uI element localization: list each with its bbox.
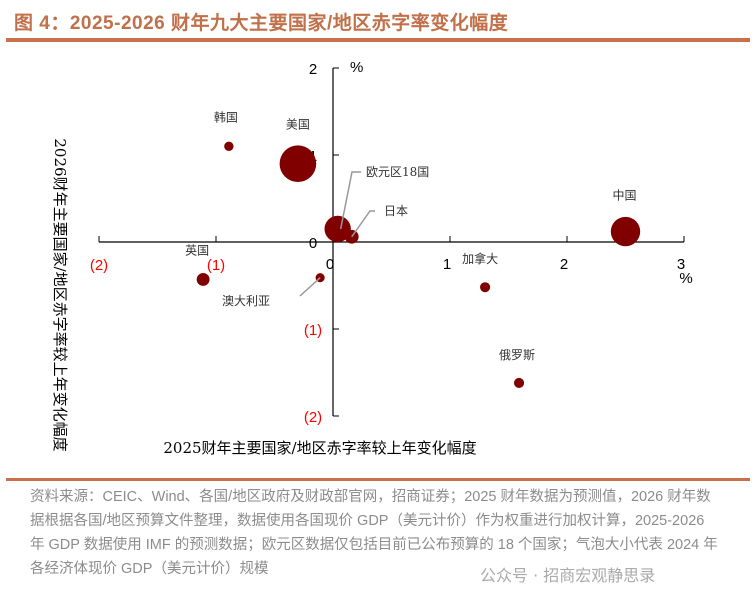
bubble-label: 英国 (185, 243, 209, 257)
bubble-label: 加拿大 (462, 251, 498, 266)
source-divider (6, 478, 750, 481)
x-tick-label: 3 (677, 256, 685, 273)
bubble-韩国 (224, 141, 234, 151)
bubble-label: 欧元区18国 (366, 165, 429, 179)
x-tick-label: 0 (326, 256, 334, 273)
y-tick-label: (1) (304, 322, 322, 339)
watermark: 公众号 · 招商宏观静思录 (480, 566, 656, 585)
x-axis-title: 2025财年主要国家/地区赤字率较上年变化幅度 (163, 439, 476, 457)
y-tick-label: 2 (309, 61, 317, 78)
y-tick-label: (2) (304, 409, 322, 426)
bubble-俄罗斯 (513, 377, 525, 388)
y-tick-label: 0 (309, 235, 317, 252)
bubble-英国 (196, 272, 210, 286)
x-tick-label: (2) (90, 257, 108, 274)
x-tick-label: (1) (207, 257, 225, 274)
bubble-label: 韩国 (214, 109, 238, 124)
bubble-label: 日本 (384, 204, 408, 218)
title-divider (6, 38, 750, 42)
bubble-label: 中国 (613, 188, 637, 203)
bubble-chart: (2)(1)0123(2)(1)012%%2025财年主要国家/地区赤字率较上年… (51, 59, 693, 457)
source-note: 资料来源：CEIC、Wind、各国/地区政府及财政部官网，招商证券；2025 财… (30, 489, 718, 577)
x-tick-label: 1 (443, 256, 451, 273)
leader-line (351, 210, 375, 238)
leader-line (299, 277, 321, 297)
bubble-label: 澳大利亚 (222, 294, 270, 308)
bubble-欧元区18国 (324, 215, 351, 243)
bubble-中国 (610, 216, 641, 247)
bubble-label: 俄罗斯 (499, 348, 535, 362)
x-unit: % (679, 270, 692, 287)
bubble-加拿大 (480, 282, 491, 293)
x-tick-label: 2 (560, 256, 568, 273)
bubble-美国 (279, 145, 317, 183)
bubble-label: 美国 (286, 118, 310, 132)
figure-title: 图 4：2025-2026 财年九大主要国家/地区赤字率变化幅度 (14, 13, 509, 34)
y-axis-title: 2026财年主要国家/地区赤字率较上年变化幅度 (51, 138, 69, 451)
y-unit: % (350, 59, 363, 76)
leader-line (339, 171, 361, 230)
